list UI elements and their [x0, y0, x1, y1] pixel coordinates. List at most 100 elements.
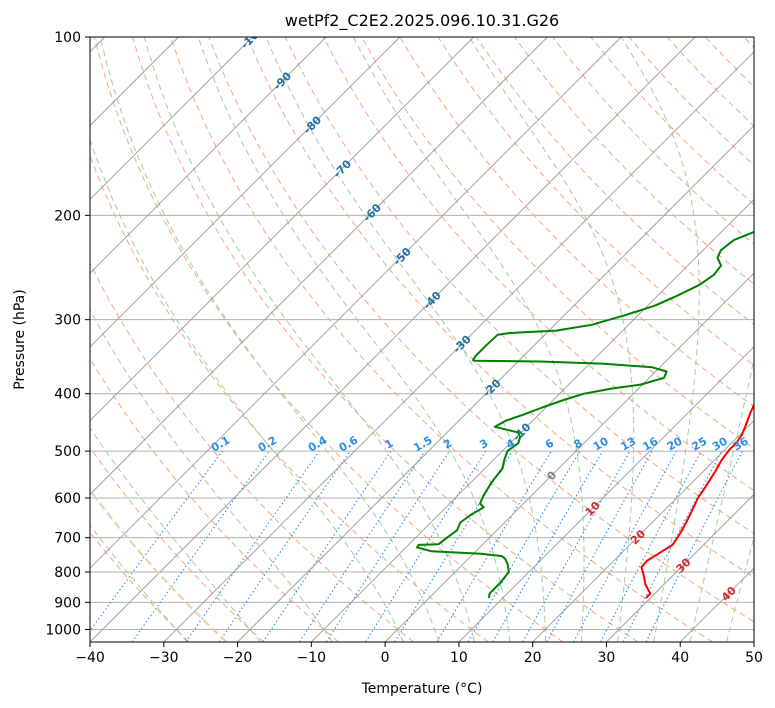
isotherm-line	[311, 198, 754, 642]
sounding-profiles	[416, 230, 754, 599]
dry-adiabat-line	[475, 37, 754, 326]
y-tick-label: 600	[54, 491, 81, 507]
y-tick-label: 300	[54, 313, 81, 329]
dry-adiabat-line	[90, 262, 414, 642]
moist-adiabat-line	[620, 37, 700, 642]
isotherm-line	[532, 420, 754, 642]
dry-adiabat-line	[90, 357, 339, 642]
dry-adiabat-line	[628, 37, 754, 166]
y-axis-ticks: 100 200 300 400 500 600 700 800 900 1000	[45, 30, 90, 638]
mixing-ratio-label: 6	[543, 436, 556, 451]
dry-adiabat-line	[246, 37, 754, 578]
x-tick-label: −30	[149, 650, 179, 666]
y-tick-label: 1000	[45, 622, 81, 638]
dry-adiabat-label: 20	[628, 527, 648, 547]
y-tick-label: 800	[54, 565, 81, 581]
mixing-ratio-line	[600, 450, 702, 642]
mixing-ratio-line	[522, 450, 631, 642]
moist-adiabats	[90, 37, 754, 642]
moist-adiabat-label: 0	[545, 468, 560, 483]
mixing-ratio-line	[325, 450, 450, 642]
moist-adiabat-line	[726, 535, 754, 642]
dry-adiabat-line	[93, 37, 564, 642]
dry-adiabat-line	[90, 531, 190, 642]
x-tick-label: 50	[745, 650, 763, 666]
isotherm-line	[753, 641, 754, 642]
isotherm-line	[90, 37, 474, 422]
isotherm-line	[90, 37, 548, 496]
x-tick-label: 30	[598, 650, 616, 666]
dry-adiabat-line	[284, 37, 754, 535]
moist-adiabat-line	[689, 356, 754, 642]
y-axis-label: Pressure (hPa)	[12, 289, 28, 389]
moist-adiabat-line	[353, 37, 585, 642]
isotherm-line	[384, 272, 754, 642]
y-tick-label: 200	[54, 208, 81, 224]
x-tick-label: 20	[524, 650, 542, 666]
moist-adiabat-label: -50	[391, 245, 414, 268]
mixing-ratio-line	[546, 450, 653, 642]
dry-adiabat-line	[666, 37, 754, 127]
x-tick-label: −40	[75, 650, 105, 666]
pressure-gridlines	[90, 37, 754, 630]
x-tick-label: 10	[450, 650, 468, 666]
moist-adiabat-line	[143, 37, 475, 642]
dry-adiabats	[90, 37, 754, 642]
isotherm-line	[458, 346, 754, 642]
x-tick-label: 40	[671, 650, 689, 666]
dry-adiabat-edge-curve	[90, 488, 228, 642]
plot-frame	[89, 36, 755, 643]
isotherm-line	[679, 567, 754, 642]
dry-adiabat-line	[90, 446, 265, 642]
dry-adiabat-line	[437, 37, 754, 366]
dry-adiabat-label: 10	[583, 499, 603, 519]
moist-adiabat-line	[265, 37, 547, 642]
moist-adiabat-label: -60	[361, 201, 384, 224]
isotherm-line	[237, 124, 754, 642]
x-tick-label: −10	[297, 650, 327, 666]
moist-adiabat-line	[90, 137, 405, 642]
dry-adiabat-line	[399, 37, 754, 408]
dry-adiabat-line	[513, 37, 754, 285]
moist-adiabat-label: -10	[510, 420, 533, 443]
y-tick-label: 700	[54, 531, 81, 547]
x-tick-label: −20	[223, 650, 253, 666]
dry-adiabat-line	[132, 37, 639, 642]
plot-area: 0.1 0.2 0.4 0.6 1 1.5 2 3 4 6 8 10 13 16 20 25 30 36-100-…	[90, 37, 754, 642]
moist-adiabat-line	[90, 308, 333, 642]
dry-adiabat-line	[705, 37, 754, 88]
moist-adiabat-label: -80	[301, 113, 324, 136]
mixing-ratio-line	[90, 450, 223, 632]
isotherm-line	[90, 37, 253, 200]
dry-adiabat-label: 40	[719, 584, 739, 604]
mixing-ratio-line	[299, 450, 426, 642]
isotherm-line	[90, 37, 401, 348]
dry-adiabat-line	[743, 37, 754, 49]
mixing-ratio-line	[262, 450, 392, 642]
dry-adiabat-edge-line	[90, 488, 228, 642]
moist-adiabat-label: -20	[480, 376, 503, 399]
chart-title: wetPf2_C2E2.2025.096.10.31.G26	[285, 11, 559, 31]
dry-adiabat-line	[590, 37, 754, 206]
y-tick-label: 500	[54, 444, 81, 460]
moist-adiabat-label: -30	[450, 332, 473, 355]
moist-adiabat-label: -70	[331, 157, 354, 180]
mixing-ratio-line	[573, 450, 677, 642]
dry-adiabat-line	[208, 37, 754, 623]
x-axis-label: Temperature (°C)	[361, 681, 483, 697]
isotherm-line	[90, 37, 622, 569]
dewpoint-profile-line	[416, 230, 754, 599]
dry-adiabat-line	[170, 37, 713, 642]
moist-adiabat-label: -90	[271, 69, 294, 92]
mixing-ratio-line	[645, 450, 743, 642]
dry-adiabat-line	[323, 37, 754, 492]
x-axis-ticks: −40 −30 −20 −10 0 10 20 30 40 50	[75, 642, 763, 666]
y-tick-label: 100	[54, 30, 81, 46]
mixing-ratio-label: 2	[441, 437, 454, 452]
mixing-ratio-line	[365, 450, 487, 642]
isotherm-line	[163, 51, 754, 642]
skewed-isotherms	[90, 37, 754, 642]
y-tick-label: 400	[54, 387, 81, 403]
isotherm-line	[606, 493, 754, 642]
